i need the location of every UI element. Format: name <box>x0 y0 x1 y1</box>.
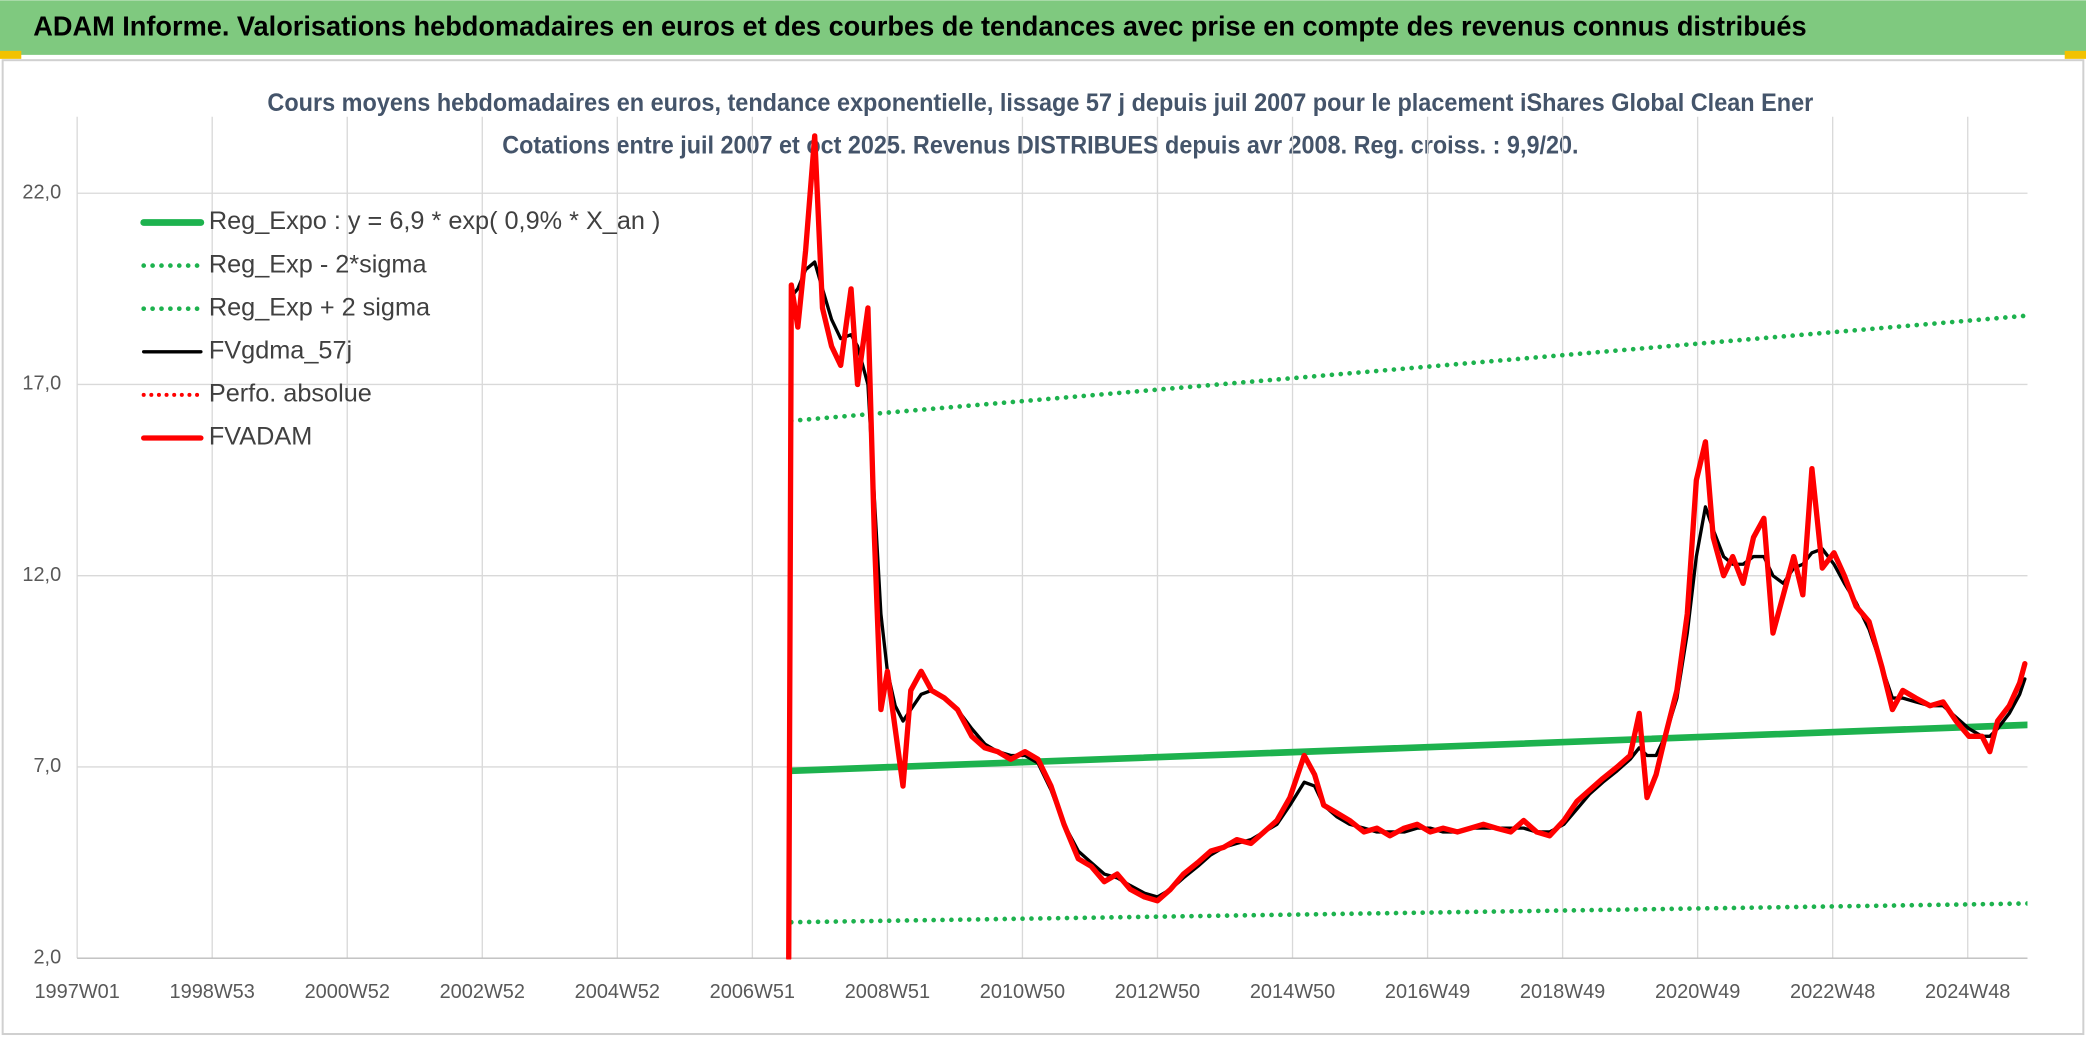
series-line <box>788 313 2028 424</box>
chart-subtitle: Cotations entre juil 2007 et oct 2025. R… <box>502 131 1578 159</box>
x-tick-label: 2022W48 <box>1790 981 1875 1003</box>
x-tick-label: 2014W50 <box>1250 981 1335 1003</box>
header-bar <box>0 0 2086 55</box>
x-tick-label: 2004W52 <box>575 981 660 1003</box>
chart-frame <box>1 59 2085 1036</box>
plot-area <box>786 133 2028 960</box>
grid: 2,0 7,0 12,0 17,0 22,0 1997W01 1998W53 2000W52 2… <box>22 116 2028 1003</box>
corner-mark <box>0 50 22 59</box>
x-tick-label: 2002W52 <box>440 981 525 1003</box>
y-tick-label: 12,0 <box>22 564 61 586</box>
x-tick-label: 1998W53 <box>170 981 255 1003</box>
x-tick-label: 2012W50 <box>1115 981 1200 1003</box>
x-tick-label: 2018W49 <box>1520 981 1605 1003</box>
legend-label: Perfo. absolue <box>209 380 372 408</box>
x-tick-label: 2024W48 <box>1925 981 2010 1003</box>
y-tick-label: 22,0 <box>22 181 61 203</box>
x-tick-label: 2000W52 <box>305 981 390 1003</box>
legend: Reg_Expo : y = 6,9 * exp( 0,9% * X_an ) R… <box>140 207 661 451</box>
legend-label: Reg_Exp + 2 sigma <box>209 293 431 321</box>
y-tick-label: 17,0 <box>22 373 61 395</box>
x-tick-label: 2008W51 <box>845 981 930 1003</box>
chart-title: Cours moyens hebdomadaires en euros, ten… <box>267 89 1813 117</box>
series-line <box>788 901 2028 925</box>
y-tick-label: 7,0 <box>33 755 61 777</box>
legend-label: FVADAM <box>209 423 312 451</box>
x-tick-label: 1997W01 <box>34 981 119 1003</box>
x-tick-label: 2010W50 <box>980 981 1065 1003</box>
legend-label: FVgdma_57j <box>209 336 352 364</box>
x-tick-label: 2016W49 <box>1385 981 1470 1003</box>
y-tick-label: 2,0 <box>33 946 61 968</box>
header-title: ADAM Informe. Valorisations hebdomadaire… <box>33 11 1806 42</box>
legend-label: Reg_Expo : y = 6,9 * exp( 0,9% * X_an ) <box>209 207 661 235</box>
legend-label: Reg_Exp - 2*sigma <box>209 250 428 278</box>
x-tick-label: 2020W49 <box>1655 981 1740 1003</box>
series-line <box>786 133 2028 960</box>
series-line <box>787 721 2028 775</box>
corner-mark <box>2064 50 2086 59</box>
x-tick-label: 2006W51 <box>710 981 795 1003</box>
